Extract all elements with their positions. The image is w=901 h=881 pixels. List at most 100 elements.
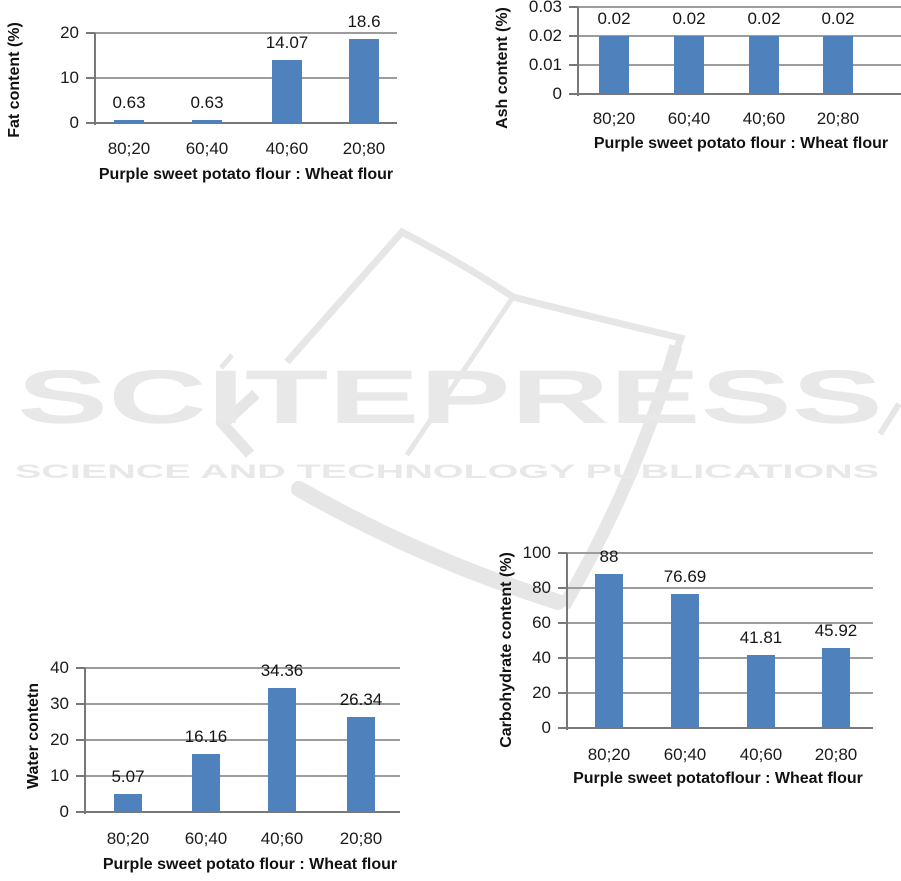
y-axis-line	[577, 7, 579, 96]
gridline	[567, 727, 873, 729]
bar	[595, 574, 623, 728]
y-tick-label: 0.01	[528, 55, 562, 74]
y-axis-tick	[86, 32, 95, 34]
y-axis-tick	[558, 692, 567, 694]
x-axis-title: Purple sweet potatoflour : Wheat flour	[573, 770, 863, 787]
x-category-label: 20;80	[814, 745, 858, 764]
logo-right-tick	[877, 402, 901, 436]
value-label: 45.92	[814, 620, 858, 640]
gridline	[95, 32, 397, 34]
value-label: 0.63	[112, 93, 146, 113]
bar	[272, 59, 302, 123]
gridline	[578, 64, 901, 66]
bar	[268, 688, 296, 812]
bar	[599, 36, 629, 94]
x-category-label: 20;80	[816, 109, 860, 128]
bar	[192, 120, 222, 123]
y-tick-label: 20	[532, 683, 551, 702]
y-axis-tick	[569, 35, 578, 37]
y-axis-tick	[86, 77, 95, 79]
y-axis-tick	[76, 811, 85, 813]
y-tick-label: 30	[50, 694, 69, 713]
x-category-label: 40;60	[739, 745, 783, 764]
gridline	[567, 692, 873, 694]
logo-swoosh	[291, 481, 566, 610]
y-axis-tick	[558, 587, 567, 589]
bar	[114, 793, 142, 812]
value-label: 88	[599, 547, 619, 566]
y-axis-line	[94, 33, 96, 125]
x-category-label: 80;20	[106, 829, 150, 848]
x-category-label: 60;40	[184, 829, 228, 848]
gridline	[578, 6, 901, 8]
value-label: 18.6	[347, 12, 381, 32]
x-category-label: 60;40	[185, 139, 229, 158]
y-tick-label: 0	[552, 84, 562, 103]
y-tick-label: 80	[532, 578, 551, 597]
value-label: 16.16	[184, 726, 228, 746]
gridline	[567, 587, 873, 589]
bar	[114, 120, 144, 123]
y-axis-tick	[558, 657, 567, 659]
value-label: 0.02	[672, 9, 706, 28]
x-category-label: 20;80	[342, 139, 386, 158]
gridline	[85, 811, 400, 813]
y-axis-tick	[558, 727, 567, 729]
gridline	[567, 622, 873, 624]
x-axis-title: Purple sweet potato flour : Wheat flour	[102, 856, 398, 873]
gridline	[578, 35, 901, 37]
value-label: 0.63	[190, 93, 224, 113]
y-tick-label: 20	[60, 23, 79, 42]
y-tick-label: 0	[69, 113, 79, 132]
y-tick-label: 100	[522, 543, 551, 562]
gridline	[567, 657, 873, 659]
bar	[822, 647, 850, 728]
y-tick-label: 0.03	[528, 0, 562, 16]
x-axis-title: Purple sweet potato flour : Wheat flour	[98, 166, 394, 183]
y-axis-tick	[569, 6, 578, 8]
value-label: 0.02	[821, 9, 855, 28]
logo-book-outline	[284, 227, 686, 365]
value-label: 0.02	[597, 9, 631, 28]
y-tick-label: 0.02	[528, 26, 562, 45]
y-tick-label: 60	[532, 613, 551, 632]
y-tick-label: 20	[50, 730, 69, 749]
gridline	[85, 703, 400, 705]
gridline	[85, 667, 400, 669]
bar	[671, 593, 699, 728]
watermark-tagline-text: SCIENCE AND TECHNOLOGY PUBLICATIONS	[15, 462, 879, 483]
y-axis-tick	[76, 739, 85, 741]
gridline	[85, 739, 400, 741]
y-axis-tick	[569, 64, 578, 66]
logo-spine-tip	[219, 353, 234, 370]
x-category-label: 80;20	[592, 109, 636, 128]
y-tick-label: 0	[541, 718, 551, 737]
y-tick-label: 10	[50, 766, 69, 785]
value-label: 5.07	[111, 766, 145, 786]
value-label: 34.36	[260, 661, 304, 681]
logo-book-spine	[404, 295, 516, 457]
y-axis-tick	[86, 122, 95, 124]
value-label: 76.69	[663, 566, 707, 586]
value-label: 26.34	[339, 690, 383, 710]
bar	[192, 753, 220, 812]
x-category-label: 80;20	[107, 139, 151, 158]
gridline	[567, 552, 873, 554]
y-axis-tick	[76, 667, 85, 669]
gridline	[95, 77, 397, 79]
x-category-label: 60;40	[667, 109, 711, 128]
y-tick-label: 0	[59, 802, 69, 821]
value-label: 41.81	[739, 627, 783, 647]
x-category-label: 40;60	[260, 829, 304, 848]
x-axis-title: Purple sweet potato flour : Wheat flour	[593, 135, 889, 152]
bar	[347, 717, 375, 812]
